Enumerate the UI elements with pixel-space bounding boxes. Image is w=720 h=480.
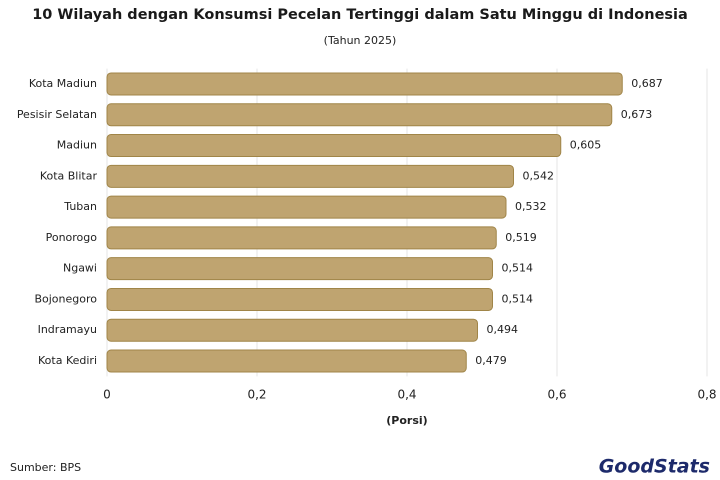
bar — [106, 226, 497, 250]
value-label: 0,542 — [523, 169, 555, 182]
y-tick-label: Kota Blitar — [40, 169, 98, 182]
value-label: 0,514 — [502, 292, 534, 305]
x-tick-label: 0,8 — [697, 388, 716, 402]
value-label: 0,519 — [505, 231, 537, 244]
chart-title: 10 Wilayah dengan Konsumsi Pecelan Terti… — [32, 7, 688, 23]
x-tick-label: 0,2 — [247, 388, 266, 402]
value-label: 0,479 — [475, 354, 507, 367]
x-tick-label: 0 — [103, 388, 111, 402]
x-axis-label: (Porsi) — [386, 414, 427, 427]
bar — [106, 72, 623, 96]
bar — [106, 287, 493, 311]
bar — [106, 103, 613, 127]
x-tick-label: 0,4 — [397, 388, 416, 402]
bar — [106, 349, 467, 373]
value-label: 0,687 — [631, 77, 663, 90]
bar — [106, 257, 493, 281]
logo: GoodStats — [599, 456, 710, 478]
y-tick-label: Tuban — [63, 200, 97, 213]
value-label: 0,494 — [487, 323, 519, 336]
y-tick-label: Ponorogo — [46, 231, 98, 244]
x-tick-label: 0,6 — [547, 388, 566, 402]
value-label: 0,605 — [570, 139, 602, 152]
bar — [106, 134, 562, 158]
y-tick-label: Madiun — [57, 139, 97, 152]
bar — [106, 318, 478, 342]
source: Sumber: BPS — [10, 461, 81, 474]
chart-subtitle: (Tahun 2025) — [324, 34, 397, 47]
value-label: 0,673 — [621, 108, 653, 121]
y-tick-label: Ngawi — [63, 262, 97, 275]
y-tick-label: Kota Madiun — [29, 77, 97, 90]
y-tick-label: Pesisir Selatan — [17, 108, 97, 121]
value-label: 0,514 — [502, 262, 534, 275]
y-tick-label: Bojonegoro — [34, 292, 97, 305]
y-tick-label: Kota Kediri — [38, 354, 97, 367]
bar — [106, 164, 514, 188]
bar — [106, 195, 507, 219]
y-tick-label: Indramayu — [38, 323, 97, 336]
value-label: 0,532 — [515, 200, 547, 213]
